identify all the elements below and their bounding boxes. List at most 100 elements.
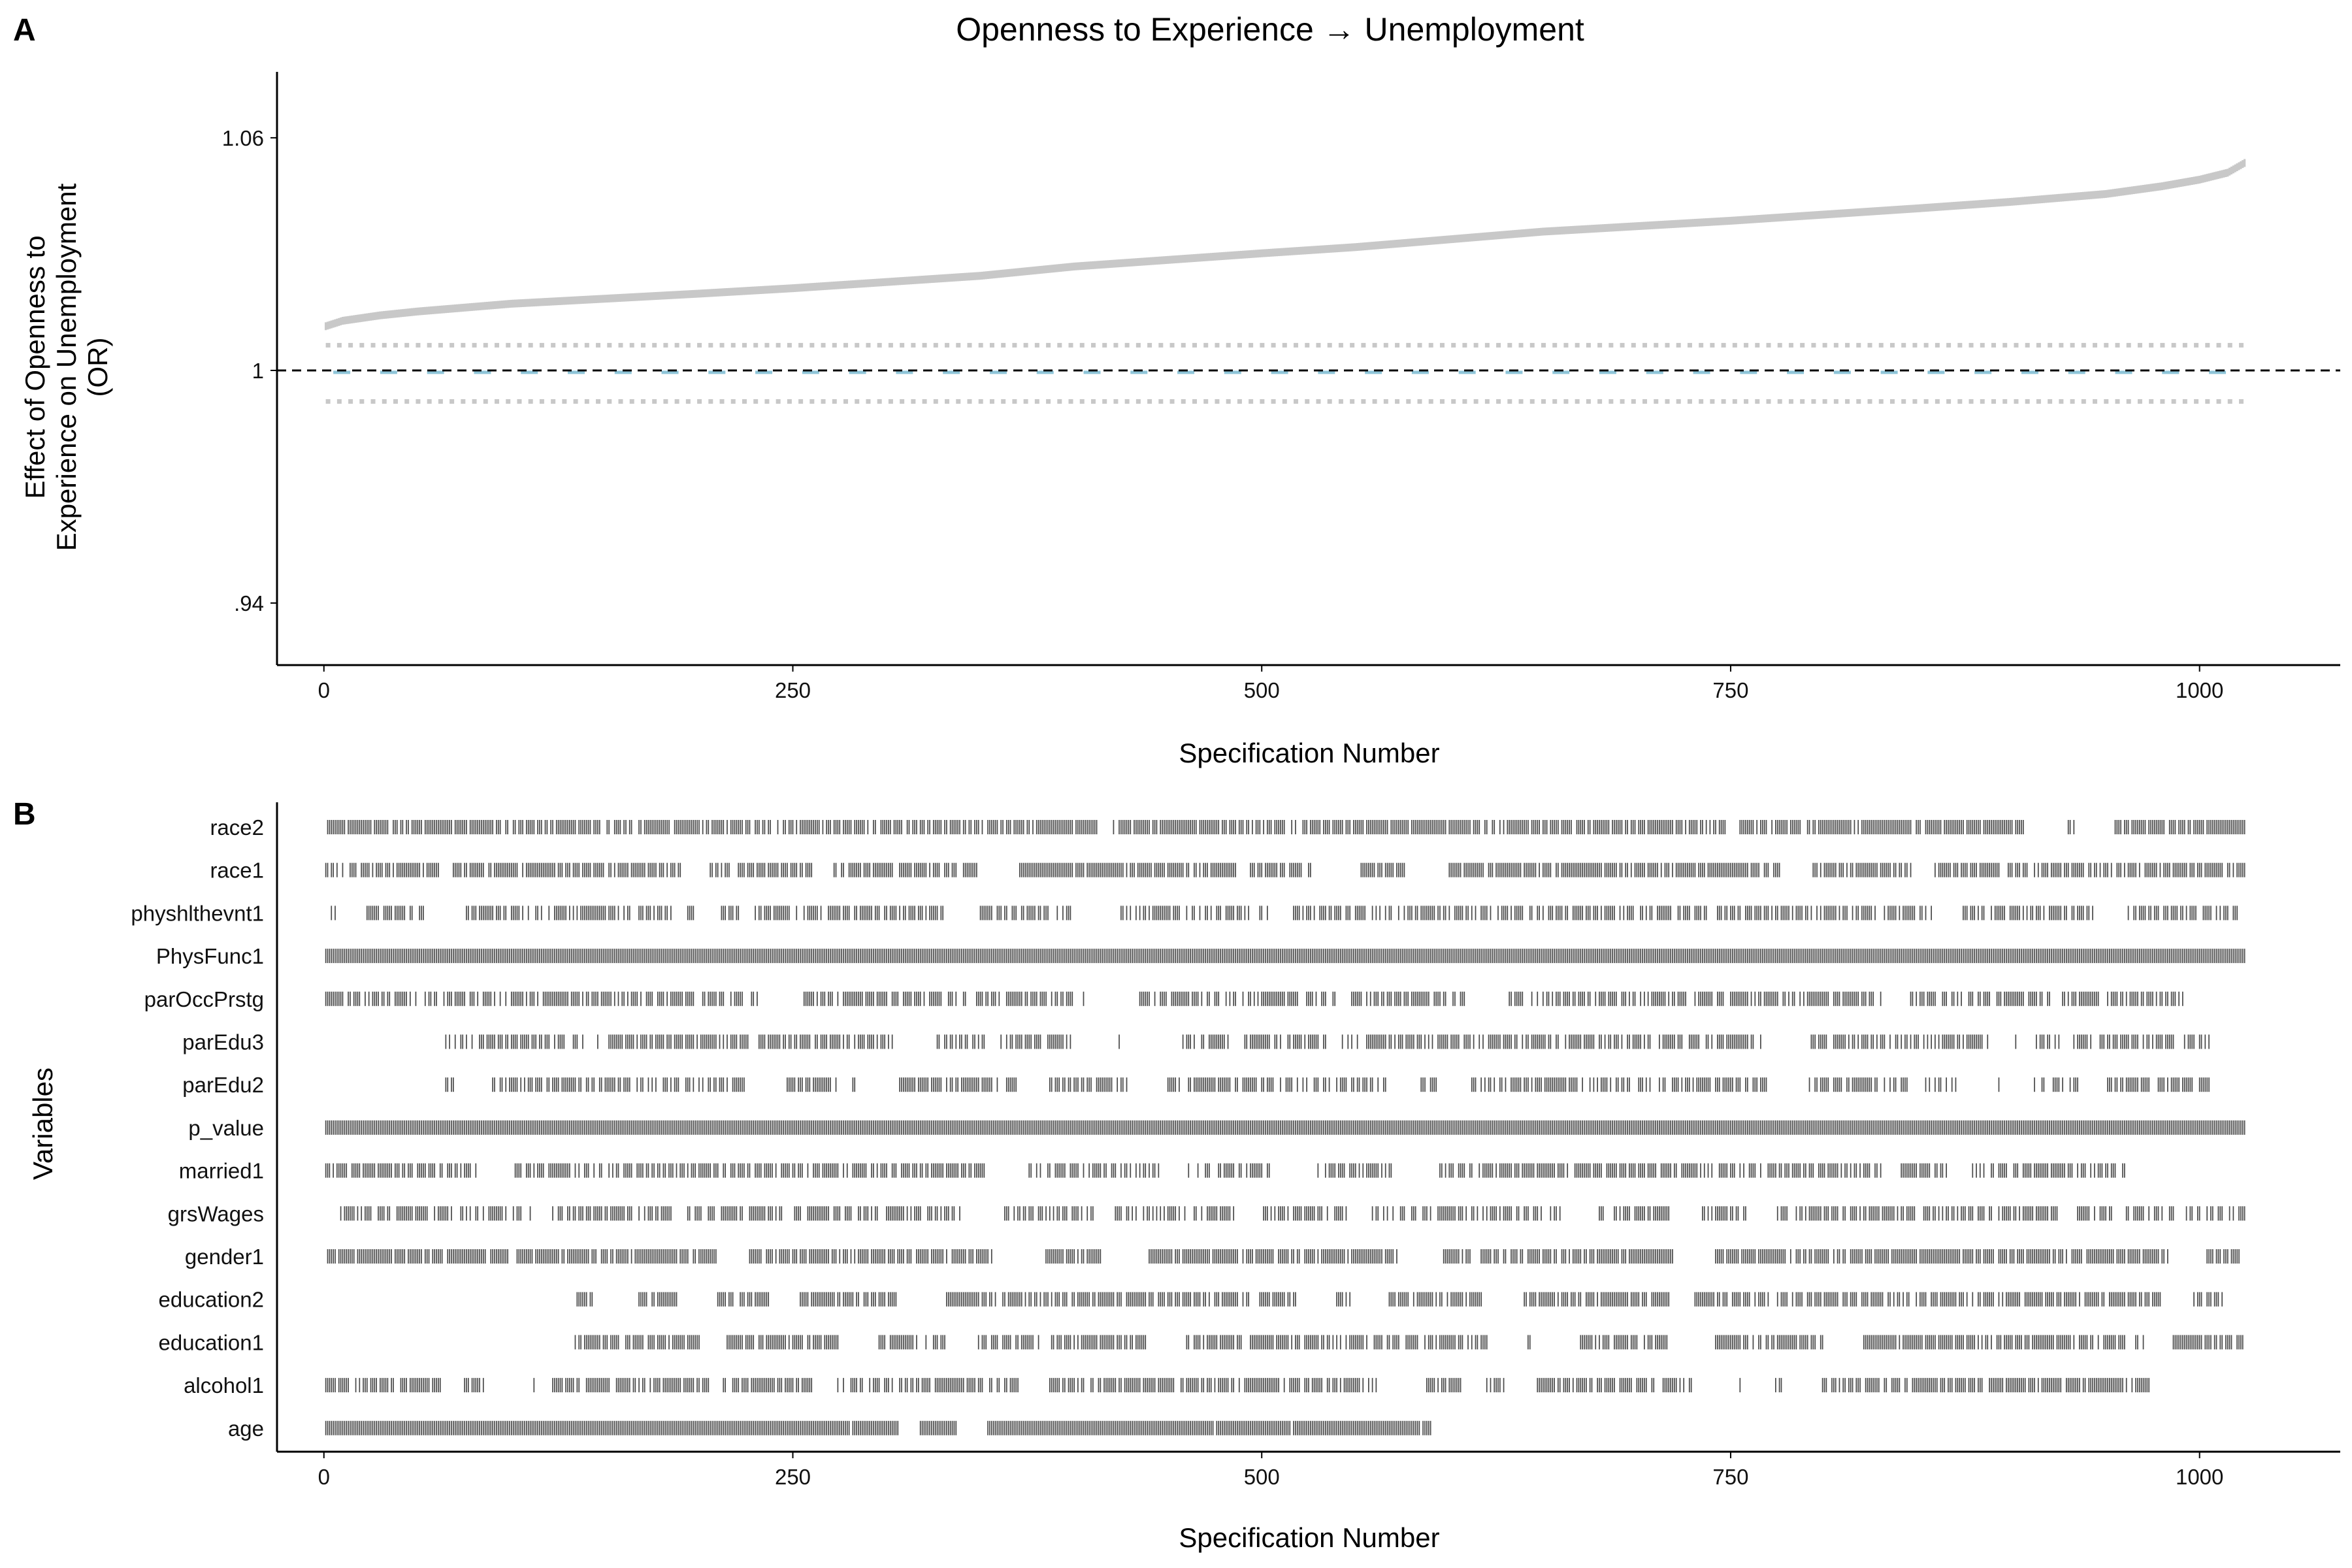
panel-a-y-axis-title-line-1: Effect of Openness to <box>20 235 50 498</box>
inclusion-mark <box>762 949 764 964</box>
upper-bound-point <box>1960 201 1963 210</box>
inclusion-mark <box>659 820 661 834</box>
upper-bound-point <box>1739 216 1741 224</box>
inclusion-mark <box>2007 820 2009 834</box>
inclusion-mark <box>445 820 447 834</box>
inclusion-mark <box>1748 820 1750 834</box>
point-estimate <box>802 370 819 374</box>
inclusion-mark <box>1456 862 1458 877</box>
upper-bound-point <box>612 294 614 302</box>
inclusion-mark <box>728 949 730 964</box>
upper-bound-point <box>1937 203 1940 211</box>
inclusion-mark <box>1572 906 1574 921</box>
upper-bound-point <box>1247 250 1250 259</box>
inclusion-mark <box>1409 949 1411 964</box>
inclusion-mark <box>1897 949 1899 964</box>
inclusion-mark <box>994 820 996 834</box>
inclusion-mark <box>691 991 693 1006</box>
inclusion-mark <box>1763 991 1765 1006</box>
upper-band-point <box>652 342 657 348</box>
upper-bound-point <box>1902 205 1904 214</box>
inclusion-mark <box>884 820 886 834</box>
inclusion-mark <box>1229 820 1231 834</box>
upper-band-point <box>843 342 849 348</box>
upper-bound-point <box>1984 199 1987 208</box>
upper-bound-point <box>1979 200 1982 208</box>
upper-bound-point <box>1574 225 1576 234</box>
inclusion-mark <box>1548 862 1550 877</box>
inclusion-mark <box>1347 820 1349 834</box>
inclusion-mark <box>1746 820 1748 834</box>
inclusion-mark <box>1047 906 1049 921</box>
upper-bound-point <box>1506 231 1509 239</box>
inclusion-mark <box>987 991 988 1006</box>
inclusion-mark <box>1304 949 1306 964</box>
inclusion-mark <box>936 906 938 921</box>
inclusion-mark <box>1675 949 1677 964</box>
inclusion-mark <box>1589 949 1591 964</box>
upper-bound-point <box>1874 207 1876 216</box>
inclusion-mark <box>499 862 501 877</box>
inclusion-mark <box>2058 906 2060 921</box>
inclusion-mark <box>1130 949 1132 964</box>
upper-bound-point <box>563 297 565 305</box>
inclusion-mark <box>1220 906 1221 921</box>
upper-bound-point <box>1284 248 1288 256</box>
inclusion-mark <box>1876 949 1878 964</box>
inclusion-mark <box>2067 820 2069 834</box>
inclusion-mark <box>1252 949 1253 964</box>
inclusion-mark <box>964 820 966 834</box>
upper-bound-point <box>2125 187 2128 195</box>
upper-bound-point <box>1328 244 1331 253</box>
inclusion-mark <box>1584 949 1585 964</box>
inclusion-mark <box>727 862 728 877</box>
inclusion-mark <box>1386 991 1388 1006</box>
inclusion-mark <box>1371 906 1373 921</box>
upper-bound-point <box>1757 215 1760 223</box>
inclusion-mark <box>1448 949 1450 964</box>
inclusion-mark <box>1730 862 1731 877</box>
inclusion-mark <box>1889 906 1891 921</box>
inclusion-mark <box>679 991 681 1006</box>
inclusion-mark <box>1315 991 1317 1006</box>
inclusion-mark <box>1991 820 1992 834</box>
inclusion-mark <box>923 949 925 964</box>
upper-bound-point <box>366 313 368 321</box>
upper-bound-point <box>1708 218 1712 226</box>
inclusion-mark <box>1720 906 1722 921</box>
inclusion-mark <box>1597 949 1598 964</box>
upper-bound-point <box>1893 206 1895 214</box>
inclusion-mark <box>2022 906 2024 921</box>
inclusion-mark <box>919 862 921 877</box>
inclusion-mark <box>662 949 664 964</box>
inclusion-mark <box>333 991 334 1006</box>
inclusion-mark <box>1128 820 1130 834</box>
inclusion-mark <box>1842 820 1844 834</box>
inclusion-mark <box>2150 820 2151 834</box>
upper-bound-point <box>1067 263 1070 271</box>
inclusion-mark <box>1109 862 1111 877</box>
inclusion-mark <box>1173 949 1175 964</box>
inclusion-mark <box>505 820 507 834</box>
inclusion-mark <box>955 991 957 1006</box>
inclusion-mark <box>1411 906 1413 921</box>
upper-bound-point <box>1275 248 1278 257</box>
upper-bound-point <box>630 293 633 302</box>
inclusion-mark <box>1149 991 1150 1006</box>
inclusion-mark <box>507 862 508 877</box>
inclusion-mark <box>1850 949 1852 964</box>
upper-band-point <box>2048 342 2053 348</box>
upper-bound-point <box>345 316 348 325</box>
inclusion-mark <box>1614 820 1615 834</box>
inclusion-mark <box>1507 949 1509 964</box>
lower-band-point <box>1529 399 1535 404</box>
inclusion-mark <box>1310 906 1311 921</box>
inclusion-mark <box>906 862 908 877</box>
inclusion-mark <box>2133 949 2135 964</box>
upper-bound-point <box>789 284 792 293</box>
inclusion-mark <box>1989 820 1991 834</box>
inclusion-mark <box>1488 862 1490 877</box>
inclusion-mark <box>929 862 930 877</box>
inclusion-mark <box>1492 949 1494 964</box>
inclusion-mark <box>1354 991 1356 1006</box>
